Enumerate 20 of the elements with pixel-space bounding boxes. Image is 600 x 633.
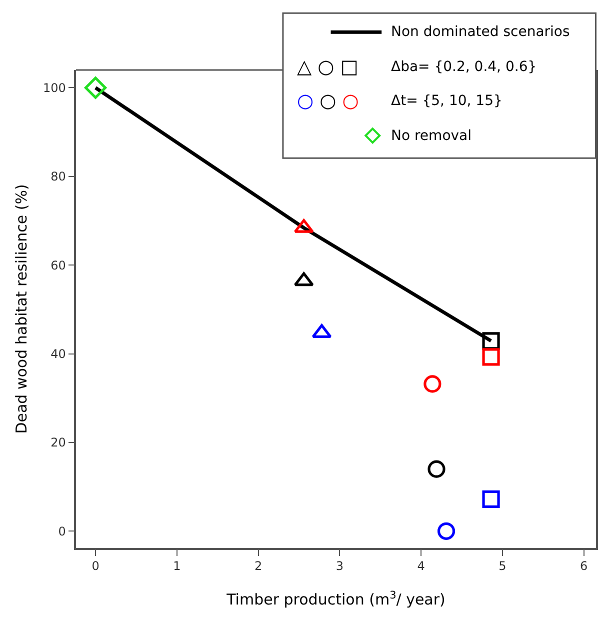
x-tick-label: 5 xyxy=(498,559,506,574)
text: △ ○ □ Δba= {0.2, 0.4, 0.6} xyxy=(297,56,537,78)
y-tick-label: 40 xyxy=(50,346,66,361)
legend-label: Non dominated scenarios xyxy=(391,24,570,40)
x-tick-label: 1 xyxy=(173,559,181,574)
y-tick-label: 0 xyxy=(58,524,66,538)
text: ○ ○ ○ Δt= {5, 10, 15} xyxy=(297,90,502,112)
y-tick-label: 100 xyxy=(42,80,66,95)
y-axis-title: Dead wood habitat resilience (%) xyxy=(12,184,31,434)
y-tick-label: 80 xyxy=(50,170,66,184)
x-tick-label: 6 xyxy=(580,559,588,574)
point xyxy=(84,76,107,99)
x-tick-label: 0 xyxy=(92,559,100,574)
y-tick-label: 20 xyxy=(50,436,66,450)
legend-label: No removal xyxy=(391,128,472,144)
y-tick-label: 60 xyxy=(50,258,66,272)
x-axis-title: Timber production (m$^{3}$/ year) xyxy=(226,589,446,609)
x-tick-label: 2 xyxy=(254,559,262,574)
x-tick-label: 3 xyxy=(336,559,344,574)
x-tick-label: 4 xyxy=(417,559,425,574)
